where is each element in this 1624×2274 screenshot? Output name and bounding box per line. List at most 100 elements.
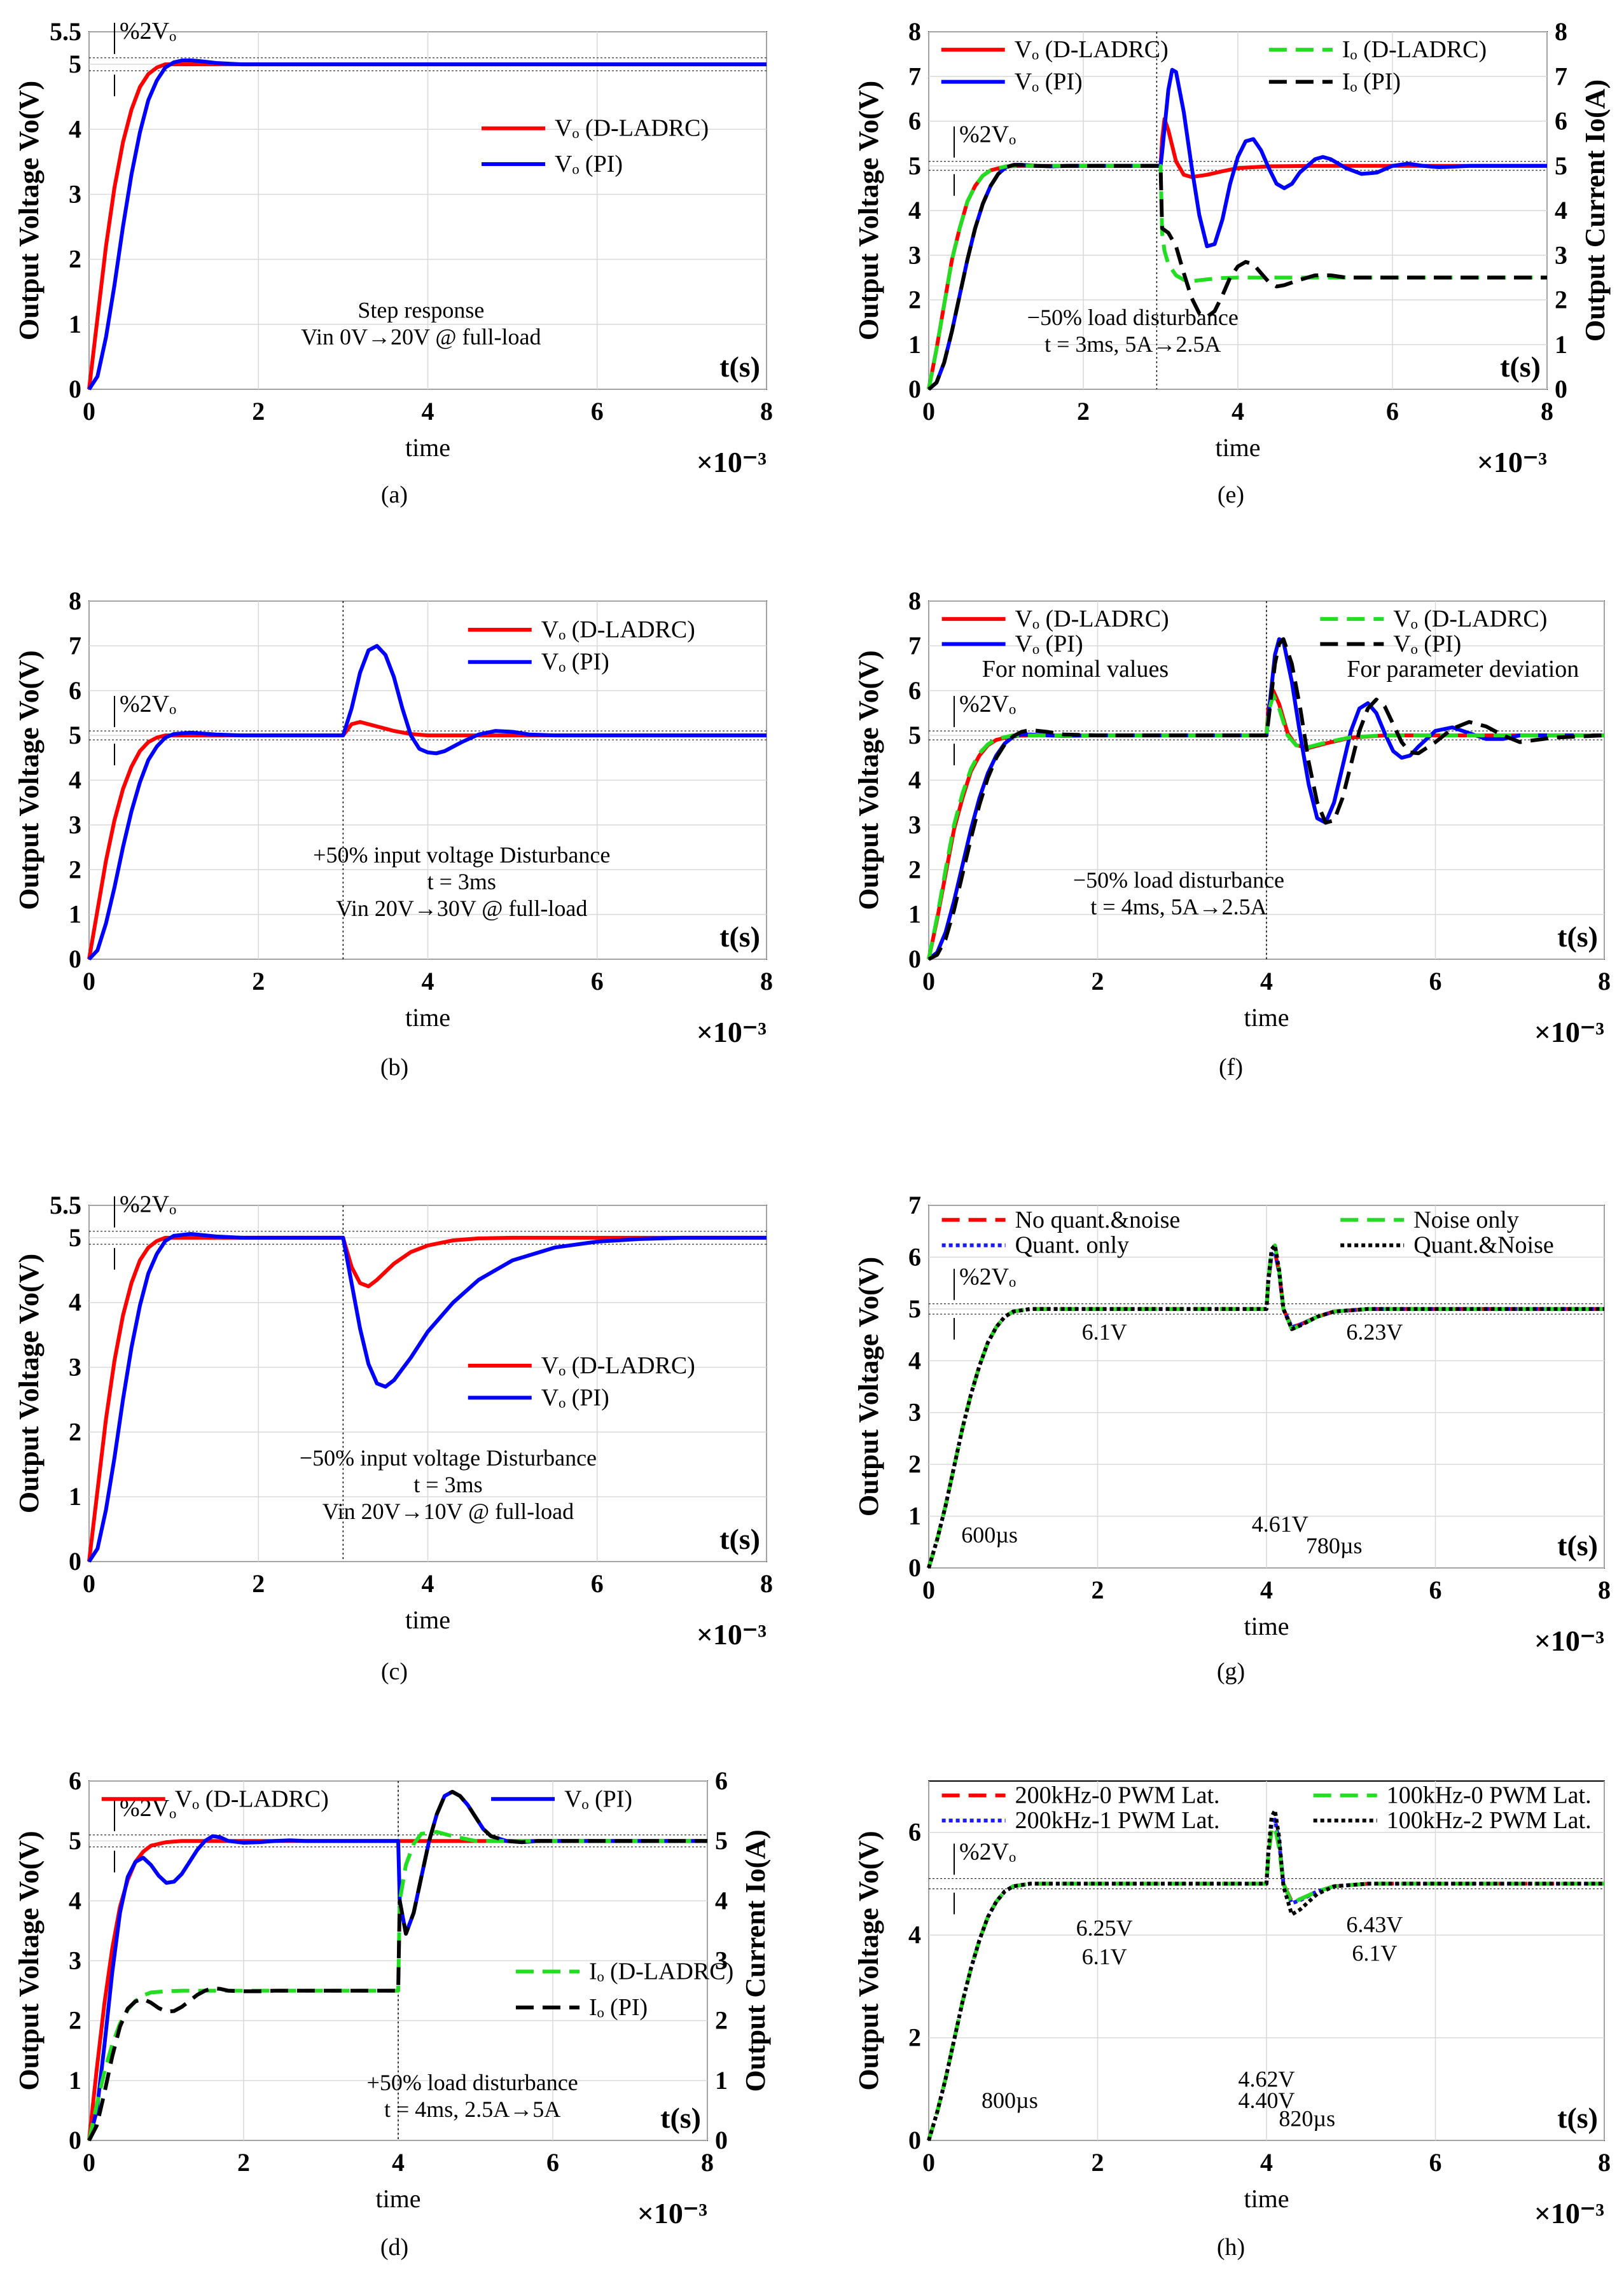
x-tick-label: 8 bbox=[1541, 397, 1553, 426]
y-tick-label: 5 bbox=[908, 1294, 921, 1323]
annotation: 6.43V bbox=[1346, 1911, 1403, 1937]
y-tick-label: 4 bbox=[908, 1920, 921, 1949]
annotation: 6.1V bbox=[1082, 1319, 1127, 1345]
y-right-tick-label: 7 bbox=[1555, 62, 1567, 90]
y-tick-label: 3 bbox=[69, 810, 81, 839]
y-tick-label: 0 bbox=[908, 1553, 921, 1582]
x-axis-label: time bbox=[1244, 1612, 1289, 1640]
y-right-tick-label: 5 bbox=[715, 1826, 728, 1855]
x-tick-label: 8 bbox=[701, 2148, 714, 2177]
t-unit-label: t(s) bbox=[719, 920, 760, 953]
legend-entry: Vₒ (D-LADRC) bbox=[541, 1352, 695, 1379]
annotation: −50% input voltage Disturbance t = 3ms Vin… bbox=[300, 1445, 597, 1524]
y-tick-label: 4 bbox=[908, 1346, 921, 1375]
y-tick-label: 6 bbox=[908, 676, 921, 705]
y-axis-label: Output Voltage Vo(V) bbox=[853, 1831, 884, 2090]
y-tick-label: 3 bbox=[908, 240, 921, 269]
y-tick-label: 6 bbox=[908, 107, 921, 135]
y-axis-label: Output Voltage Vo(V) bbox=[853, 650, 884, 910]
annotation: 800µs bbox=[982, 2088, 1038, 2113]
x-tick-label: 2 bbox=[252, 397, 265, 426]
legend-entry: Vₒ (PI) bbox=[541, 649, 609, 676]
t-unit-label: t(s) bbox=[719, 1523, 760, 1555]
panel-caption: (g) bbox=[1217, 1658, 1245, 1685]
y-tick-label: 3 bbox=[908, 1398, 921, 1427]
y-tick-label: 4 bbox=[69, 114, 81, 143]
t-unit-label: t(s) bbox=[1500, 350, 1541, 383]
y-right-tick-label: 5 bbox=[1555, 151, 1567, 180]
y-tick-label: 6 bbox=[69, 676, 81, 705]
series-line-1 bbox=[87, 644, 767, 961]
y-axis-label: Output Voltage Vo(V) bbox=[13, 1254, 45, 1513]
x-tick-label: 0 bbox=[922, 1576, 935, 1604]
x-multiplier: ×10⁻³ bbox=[1477, 446, 1547, 478]
y-right-tick-label: 1 bbox=[715, 2066, 728, 2095]
y-tick-label: 4 bbox=[908, 196, 921, 225]
x-tick-label: 4 bbox=[392, 2148, 405, 2177]
t-unit-label: t(s) bbox=[1557, 1529, 1598, 1562]
legend-entry: Vₒ (D-LADRC) bbox=[541, 616, 695, 643]
band-label: %2Vₒ bbox=[959, 1838, 1016, 1865]
annotation: Step response Vin 0V→20V @ full-load bbox=[301, 298, 541, 350]
y-tick-label: 7 bbox=[908, 1191, 921, 1219]
x-axis-label: time bbox=[375, 2184, 420, 2213]
t-unit-label: t(s) bbox=[660, 2102, 701, 2134]
y-right-tick-label: 3 bbox=[1555, 240, 1567, 269]
series-line-3 bbox=[927, 1808, 1604, 2141]
y-tick-label: 5 bbox=[69, 50, 81, 78]
y-tick-label: 5.5 bbox=[50, 17, 81, 46]
t-unit-label: t(s) bbox=[719, 350, 760, 383]
legend-note: For parameter deviation bbox=[1347, 656, 1579, 683]
y-right-tick-label: 0 bbox=[1555, 375, 1567, 403]
y-tick-label: 1 bbox=[69, 2066, 81, 2095]
x-axis-label: time bbox=[405, 433, 450, 462]
y-tick-label: 2 bbox=[69, 2006, 81, 2035]
x-tick-label: 4 bbox=[422, 967, 434, 995]
x-tick-label: 2 bbox=[252, 967, 265, 995]
x-tick-label: 0 bbox=[922, 397, 935, 426]
chart-panel-b: 0 2 4 6 8 0 1 2 3 4 5 6 7 8 %2Vₒ Vₒ (D-LADRC) Vₒ (PI) +50… bbox=[13, 586, 773, 1081]
x-tick-label: 2 bbox=[1092, 1576, 1104, 1604]
y-axis-label: Output Voltage Vo(V) bbox=[853, 1257, 884, 1516]
x-tick-label: 4 bbox=[1260, 2148, 1273, 2177]
y-right-tick-label: 2 bbox=[715, 2006, 728, 2035]
y-tick-label: 5 bbox=[908, 721, 921, 749]
x-multiplier: ×10⁻³ bbox=[697, 1618, 767, 1651]
y-axis-label: Output Voltage Vo(V) bbox=[13, 650, 45, 910]
legend-entry: 200kHz-0 PWM Lat. bbox=[1015, 1782, 1220, 1809]
x-multiplier: ×10⁻³ bbox=[697, 446, 767, 478]
y-tick-label: 0 bbox=[908, 945, 921, 973]
annotation: 820µs bbox=[1279, 2105, 1335, 2131]
y-right-tick-label: 3 bbox=[715, 1946, 728, 1975]
series-line-1 bbox=[87, 59, 767, 391]
y-tick-label: 6 bbox=[69, 1766, 81, 1795]
legend-entry: Iₒ (D-LADRC) bbox=[589, 1958, 733, 1985]
y-tick-label: 7 bbox=[908, 631, 921, 660]
x-multiplier: ×10⁻³ bbox=[1534, 1016, 1604, 1048]
t-unit-label: t(s) bbox=[1557, 2102, 1598, 2134]
x-axis-label: time bbox=[1244, 1003, 1289, 1032]
y-tick-label: 0 bbox=[908, 375, 921, 403]
y-tick-label: 2 bbox=[69, 1417, 81, 1446]
legend-entry: 100kHz-0 PWM Lat. bbox=[1387, 1782, 1592, 1809]
band-label: %2Vₒ bbox=[959, 1264, 1016, 1291]
x-axis-label: time bbox=[1244, 2184, 1289, 2213]
legend-entry: Quant.&Noise bbox=[1413, 1232, 1554, 1259]
series-line-3 bbox=[87, 1789, 707, 2142]
x-multiplier: ×10⁻³ bbox=[697, 1016, 767, 1048]
x-tick-label: 2 bbox=[252, 1569, 265, 1598]
legend-entry: Vₒ (D-LADRC) bbox=[1015, 36, 1169, 63]
annotation: 600µs bbox=[961, 1522, 1018, 1548]
x-tick-label: 8 bbox=[1598, 967, 1611, 995]
y-tick-label: 0 bbox=[69, 2126, 81, 2154]
x-tick-label: 6 bbox=[591, 1569, 604, 1598]
y-right-axis-label: Output Current Io(A) bbox=[740, 1829, 771, 2091]
legend-entry: Quant. only bbox=[1015, 1232, 1129, 1259]
annotation: 6.1V bbox=[1352, 1941, 1397, 1966]
annotation: −50% load disturbance t = 4ms, 5A→2.5A bbox=[1073, 867, 1284, 919]
y-tick-label: 2 bbox=[908, 2023, 921, 2052]
y-right-tick-label: 2 bbox=[1555, 286, 1567, 314]
annotation: 6.25V bbox=[1076, 1915, 1133, 1941]
x-tick-label: 2 bbox=[1092, 967, 1104, 995]
x-axis-label: time bbox=[405, 1003, 450, 1032]
